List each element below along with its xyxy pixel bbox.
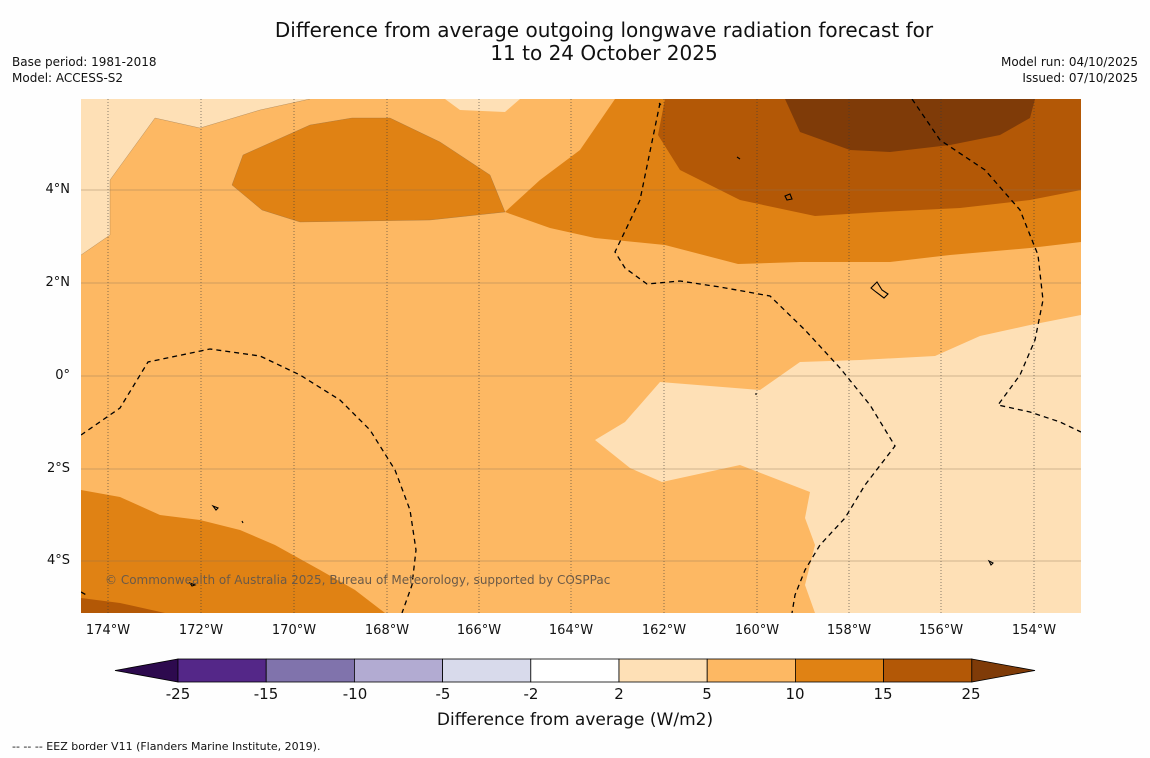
- copyright-notice: © Commonwealth of Australia 2025, Bureau…: [105, 573, 611, 587]
- colorbar-swatch: [883, 658, 973, 683]
- fill-10-15-north-central: [232, 118, 505, 222]
- map-title: Difference from average outgoing longwav…: [0, 19, 1150, 65]
- colorbar-swatch: [265, 658, 355, 683]
- fill-10-15-southwest: [81, 490, 385, 613]
- fill-15-25-southwest: [81, 598, 165, 613]
- colorbar: [114, 658, 1036, 683]
- colorbar-swatch: [177, 658, 267, 683]
- colorbar-label: -2: [523, 685, 539, 703]
- eez-border-kiribati-east: [911, 99, 1081, 433]
- title-line-1: Difference from average outgoing longwav…: [274, 18, 934, 42]
- x-tick-174w: 174°W: [85, 623, 131, 638]
- contour-fills: [81, 99, 1081, 613]
- fill-25plus-core: [785, 99, 1035, 152]
- colorbar-label: 5: [702, 685, 712, 703]
- colorbar-arrow-high: [971, 658, 1036, 683]
- model-name: Model: ACCESS-S2: [12, 71, 124, 85]
- x-tick-170w: 170°W: [271, 623, 317, 638]
- island-2: [188, 581, 197, 587]
- colorbar-swatch: [706, 658, 796, 683]
- island-5: [658, 102, 662, 106]
- island-1: [241, 520, 244, 524]
- issued-date: Issued: 07/10/2025: [1022, 71, 1138, 85]
- y-tick-2s: 2°S: [46, 461, 70, 476]
- meta-right: Model run: 04/10/2025 Issued: 07/10/2025: [1001, 54, 1138, 86]
- island-swains: [211, 504, 219, 511]
- x-tick-154w: 154°W: [1011, 623, 1057, 638]
- colorbar-swatch: [442, 658, 532, 683]
- y-tick-4s: 4°S: [46, 553, 70, 568]
- x-tick-162w: 162°W: [641, 623, 687, 638]
- y-tick-2n: 2°N: [45, 275, 71, 290]
- colorbar-label: 2: [614, 685, 624, 703]
- islands: [188, 102, 994, 587]
- x-tick-156w: 156°W: [918, 623, 964, 638]
- colorbar-label: 25: [961, 685, 981, 703]
- colorbar-arrow-low: [114, 658, 179, 683]
- eez-borders: [81, 99, 1081, 613]
- fill-2-5-southeast: [595, 315, 1081, 613]
- island-6: [987, 559, 994, 566]
- contour-edges: [81, 99, 506, 256]
- colorbar-swatch: [795, 658, 885, 683]
- model-run: Model run: 04/10/2025: [1000, 55, 1138, 69]
- base-period: Base period: 1981-2018: [12, 55, 157, 69]
- fill-2-5-north: [445, 99, 520, 112]
- x-tick-168w: 168°W: [364, 623, 410, 638]
- eez-footer-note: -- -- -- EEZ border V11 (Flanders Marine…: [12, 740, 321, 753]
- y-tick-0: 0°: [55, 368, 70, 383]
- island-kiritimati: [870, 281, 889, 299]
- colorbar-label: -5: [435, 685, 451, 703]
- colorbar-swatch: [353, 658, 443, 683]
- eez-border-tokelau-samoa: [81, 348, 417, 613]
- x-tick-172w: 172°W: [178, 623, 224, 638]
- colorbar-swatch: [618, 658, 708, 683]
- x-tick-158w: 158°W: [826, 623, 872, 638]
- x-tick-164w: 164°W: [548, 623, 594, 638]
- colorbar-swatch: [530, 658, 620, 683]
- gridlines: [81, 99, 1081, 613]
- colorbar-title: Difference from average (W/m2): [436, 710, 714, 730]
- colorbar-label: 10: [785, 685, 805, 703]
- title-line-2: 11 to 24 October 2025: [490, 41, 718, 65]
- island-3: [784, 193, 793, 201]
- eez-border-kiribati-west: [614, 102, 896, 613]
- island-4: [736, 156, 741, 160]
- colorbar-label: -25: [165, 685, 191, 703]
- fill-2-5-northwest: [81, 99, 310, 255]
- y-tick-4n: 4°N: [45, 182, 71, 197]
- colorbar-label: -10: [342, 685, 368, 703]
- x-tick-160w: 160°W: [734, 623, 780, 638]
- meta-left: Base period: 1981-2018 Model: ACCESS-S2: [12, 54, 157, 86]
- colorbar-label: -15: [253, 685, 279, 703]
- x-tick-166w: 166°W: [456, 623, 502, 638]
- colorbar-label: 15: [873, 685, 893, 703]
- eez-border-corner: [81, 591, 89, 597]
